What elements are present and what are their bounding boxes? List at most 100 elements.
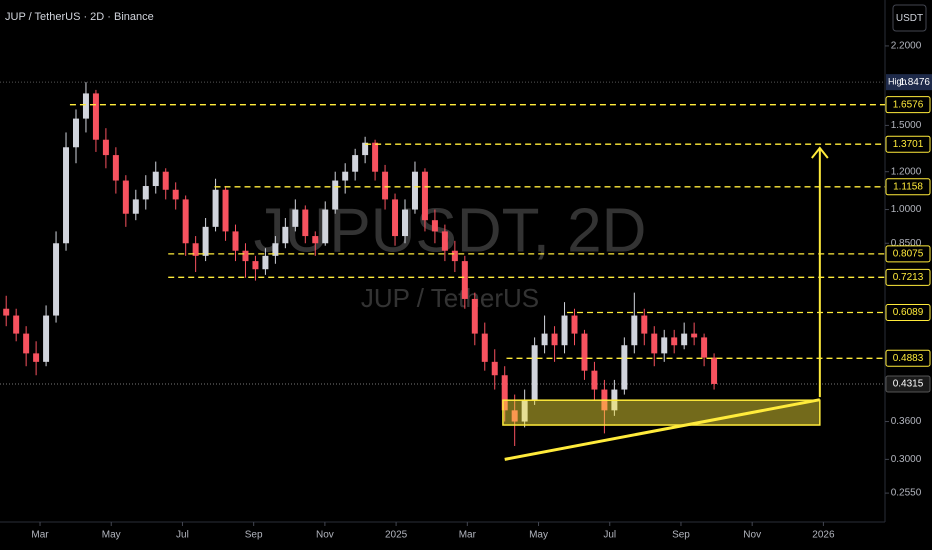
x-tick-label: May bbox=[102, 530, 121, 541]
candle-body bbox=[591, 370, 598, 390]
candle-body bbox=[282, 226, 289, 244]
y-tick-label: 0.2550 bbox=[891, 488, 922, 499]
candle-body bbox=[491, 361, 498, 376]
y-tick-label: 0.3000 bbox=[891, 454, 922, 465]
candle-body bbox=[561, 315, 568, 346]
level-label: 1.1158 bbox=[893, 181, 923, 192]
candle-body bbox=[222, 189, 229, 232]
currency-label[interactable]: USDT bbox=[896, 13, 923, 24]
level-label-bg bbox=[885, 245, 931, 263]
candle-body bbox=[63, 147, 70, 244]
candle-body bbox=[192, 243, 199, 256]
candle-body bbox=[521, 399, 528, 422]
candle-body bbox=[342, 171, 349, 181]
candle-body bbox=[142, 186, 149, 200]
candle-body bbox=[641, 315, 648, 334]
candle-body bbox=[571, 315, 578, 334]
level-label: 0.7213 bbox=[893, 272, 924, 283]
last-price-label: 0.4315 bbox=[893, 379, 924, 390]
candle-body bbox=[262, 255, 269, 270]
candle-body bbox=[362, 142, 369, 156]
level-label-bg bbox=[885, 268, 931, 286]
candle-body bbox=[392, 199, 399, 237]
level-label-bg bbox=[885, 349, 931, 367]
candle-body bbox=[621, 345, 628, 390]
candle-body bbox=[232, 231, 239, 251]
candle-body bbox=[541, 333, 548, 346]
candle-body bbox=[551, 333, 558, 346]
candle-body bbox=[431, 220, 438, 232]
watermark: JUPUSDT, 2D bbox=[254, 196, 647, 265]
candle-body bbox=[182, 199, 189, 244]
x-tick-label: Nov bbox=[743, 530, 761, 541]
level-label: 1.3701 bbox=[893, 139, 924, 150]
plot-area bbox=[0, 81, 885, 461]
x-tick-label: Mar bbox=[31, 530, 49, 541]
candle-body bbox=[72, 118, 79, 148]
candle-body bbox=[162, 171, 169, 190]
level-label: 1.6576 bbox=[893, 99, 924, 110]
candle-body bbox=[471, 298, 478, 334]
level-label-bg bbox=[885, 303, 931, 321]
candle-body bbox=[53, 243, 60, 316]
currency-button[interactable] bbox=[892, 4, 927, 32]
candle-body bbox=[43, 315, 50, 362]
y-tick-label: 0.3600 bbox=[891, 416, 922, 427]
y-tick-label: 1.0000 bbox=[891, 204, 922, 215]
high-label-bg bbox=[886, 74, 932, 91]
trend-line bbox=[504, 398, 821, 461]
candle-body bbox=[23, 333, 30, 354]
candle-body bbox=[372, 142, 379, 172]
support-zone bbox=[502, 399, 821, 426]
candle-body bbox=[292, 209, 299, 227]
candle-body bbox=[511, 410, 518, 422]
level-label-bg bbox=[885, 178, 931, 196]
candle-body bbox=[302, 209, 309, 237]
last-price-bg bbox=[885, 375, 931, 393]
candle-body bbox=[112, 155, 119, 181]
candle-body bbox=[651, 333, 658, 354]
candle-body bbox=[581, 333, 588, 371]
candle-body bbox=[701, 337, 708, 358]
candle-body bbox=[382, 171, 389, 200]
candle-body bbox=[3, 308, 10, 316]
level-label-bg bbox=[885, 135, 931, 153]
candle-body bbox=[671, 337, 678, 346]
candle-body bbox=[501, 375, 508, 411]
candle-body bbox=[421, 171, 428, 221]
candle-body bbox=[531, 345, 538, 400]
y-tick-label: 0.8500 bbox=[891, 238, 922, 249]
candle-body bbox=[82, 93, 89, 119]
y-tick-label: 1.2000 bbox=[891, 166, 922, 177]
candle-body bbox=[132, 199, 139, 214]
chart-title: JUP / TetherUS · 2D · Binance bbox=[5, 11, 154, 23]
candle-body bbox=[631, 315, 638, 346]
candle-body bbox=[322, 209, 329, 244]
candle-body bbox=[411, 171, 418, 210]
y-tick-label: 2.2000 bbox=[891, 41, 922, 52]
candle-body bbox=[172, 189, 179, 200]
candle-body bbox=[242, 250, 249, 262]
candle-body bbox=[451, 250, 458, 262]
candle-body bbox=[441, 231, 448, 251]
candle-body bbox=[122, 180, 129, 214]
candle-body bbox=[272, 243, 279, 256]
x-tick-label: Jul bbox=[603, 530, 616, 541]
target-arrow-head bbox=[811, 146, 829, 159]
level-label-bg bbox=[885, 96, 931, 114]
x-tick-label: Sep bbox=[245, 530, 263, 541]
x-tick-label: Jul bbox=[176, 530, 189, 541]
candle-body bbox=[332, 180, 339, 210]
x-tick-label: 2025 bbox=[385, 530, 408, 541]
watermark-subtitle: JUP / TetherUS bbox=[361, 283, 539, 313]
candle-body bbox=[152, 171, 159, 187]
candle-body bbox=[711, 357, 718, 384]
x-tick-label: May bbox=[529, 530, 548, 541]
candle-body bbox=[481, 333, 488, 362]
candle-body bbox=[312, 236, 319, 244]
x-tick-label: Mar bbox=[459, 530, 477, 541]
x-tick-label: Sep bbox=[672, 530, 690, 541]
x-tick-label: 2026 bbox=[812, 530, 835, 541]
level-label: 0.4883 bbox=[893, 353, 924, 364]
